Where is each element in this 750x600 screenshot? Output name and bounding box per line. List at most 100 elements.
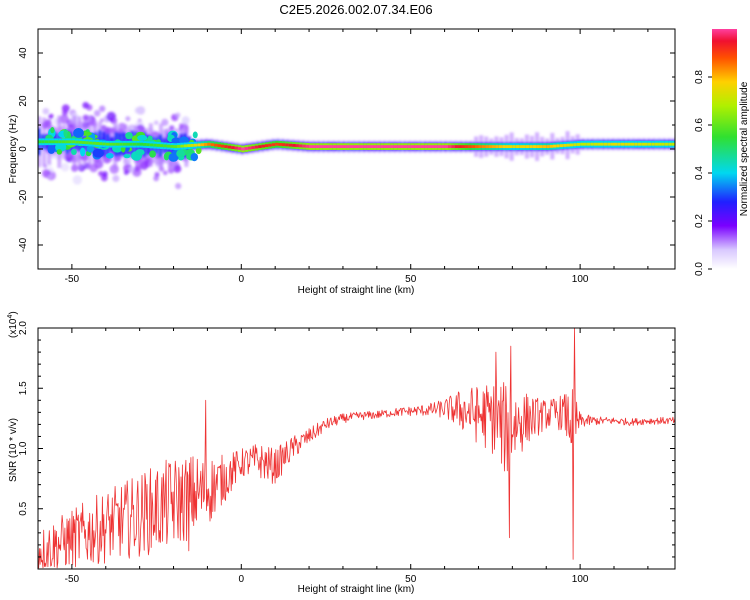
spectrogram-ridge (170, 144, 174, 148)
colorbar-tick-label: 0.2 (694, 214, 705, 228)
snr-xtick-label: 0 (239, 574, 245, 585)
spectrogram-ridge (634, 142, 638, 146)
spectrogram-ridge (644, 142, 648, 146)
spectrogram-ridge (498, 145, 503, 149)
spectrogram-ridge (485, 145, 489, 149)
spectrogram-ridge (492, 145, 496, 149)
spectrogram-ridge (600, 142, 604, 146)
spectrogram-ridge (431, 145, 435, 149)
spectrogram-ridge (163, 144, 167, 148)
spectrogram-ridge (614, 142, 618, 146)
spectrogram-scatter (178, 123, 184, 128)
spectrogram-ridge (285, 143, 289, 147)
spectrogram-ridge (315, 145, 320, 149)
snr-ytick-label: 1.0 (18, 441, 29, 455)
spectrogram-ridge (112, 142, 116, 146)
spectrogram-ridge (414, 145, 418, 149)
spectrogram-ridge (224, 145, 228, 149)
spectrogram-ridge (393, 145, 398, 149)
spectrogram-ridge (586, 142, 591, 146)
spectrogram-scatter (162, 170, 168, 176)
spectrogram-ridge (519, 145, 523, 149)
spectrogram-ridge (525, 145, 530, 149)
spectrogram-ridge (471, 145, 476, 149)
spectrogram-ridge (353, 145, 357, 149)
spectrogram-ridge (275, 142, 279, 146)
spectrogram-xtick-label: 0 (239, 274, 245, 285)
spectrogram-ridge (363, 145, 367, 149)
spectrogram-ridge (559, 144, 564, 148)
spectrogram-ridge (210, 143, 215, 147)
snr-ytick-label: 1.5 (18, 381, 29, 395)
spectrogram-blob (137, 134, 148, 141)
spectrogram-ridge (44, 140, 49, 144)
spectrogram-ridge (217, 144, 221, 148)
spectrogram-scatter (181, 116, 190, 125)
snr-ytick-label: 2.0 (18, 321, 29, 335)
spectrogram-blob (86, 145, 95, 153)
spectrogram-ridge (61, 140, 66, 144)
spectrogram-ridge (305, 144, 310, 148)
spectrogram-scatter (82, 101, 89, 109)
spectrogram-scatter (132, 167, 142, 177)
spectrogram-ytick-label: -20 (18, 189, 29, 204)
spectrogram-ridge (312, 145, 316, 149)
spectrogram-heatmap (38, 101, 675, 190)
spectrogram-ridge (309, 145, 313, 149)
spectrogram-ridge (373, 145, 377, 149)
spectrogram-ridge (437, 145, 442, 149)
spectrogram-core (38, 127, 675, 162)
spectrogram-ridge (336, 145, 340, 149)
snr-multiplier-base: (x10 (8, 318, 19, 338)
spectrogram-blob (123, 153, 131, 159)
spectrogram-ridge (122, 142, 127, 146)
spectrogram-ridge (190, 143, 194, 147)
spectrogram-ridge (576, 143, 581, 146)
spectrogram-ridge (386, 145, 391, 149)
spectrogram-ridge (68, 140, 72, 144)
spectrogram-scatter (82, 114, 89, 121)
spectrogram-ridge (176, 144, 181, 148)
spectrogram-ridge (478, 145, 482, 149)
spectrogram-blob (47, 144, 56, 154)
spectrogram-ridge (278, 143, 282, 146)
spectrogram-ridge (407, 145, 411, 149)
spectrogram-scatter (134, 107, 142, 114)
spectrogram-ridge (641, 142, 645, 146)
spectrogram-ridge (447, 145, 452, 149)
spectrogram-ridge (630, 142, 635, 146)
spectrogram-ridge (281, 143, 286, 147)
spectrogram-ridge (265, 144, 269, 148)
spectrogram-scatter (48, 113, 54, 120)
spectrogram-ridge (180, 144, 184, 148)
spectrogram-ridge (75, 140, 79, 144)
spectrogram-ridge (159, 144, 164, 148)
spectrogram-ridge (583, 142, 587, 146)
spectrogram-scatter (102, 171, 108, 177)
spectrogram-ridge (461, 145, 465, 149)
spectrogram-ridge (475, 145, 479, 149)
spectrogram-ridge (105, 142, 110, 146)
spectrogram-ridge (58, 140, 62, 144)
spectrogram-blob (147, 135, 153, 141)
spectrogram-ridge (166, 144, 171, 148)
spectrogram-scatter (62, 109, 68, 116)
spectrogram-ridge (671, 142, 675, 146)
spectrogram-ridge (82, 141, 86, 144)
spectrogram-scatter (153, 175, 159, 182)
spectrogram-ridge (607, 142, 611, 146)
spectrogram-ridge (593, 142, 598, 146)
spectrogram-ridge (488, 145, 493, 149)
spectrogram-ridge (244, 147, 249, 150)
colorbar-tick-label: 0.0 (694, 262, 705, 276)
spectrogram-blob (81, 131, 92, 136)
spectrogram-ridge (410, 145, 415, 149)
spectrogram-ridge (71, 140, 76, 144)
spectrogram-xtick-label: 50 (405, 274, 417, 285)
snr-multiplier-close: ) (8, 311, 19, 314)
spectrogram-ridge (424, 145, 428, 149)
snr-multiplier-exponent: 4 (7, 315, 14, 319)
spectrogram-blob (63, 129, 68, 138)
spectrogram-ridge (566, 143, 570, 147)
spectrogram-panel: -50 0 50 100 -40 -20 0 20 40 Height of straight … (8, 28, 676, 296)
